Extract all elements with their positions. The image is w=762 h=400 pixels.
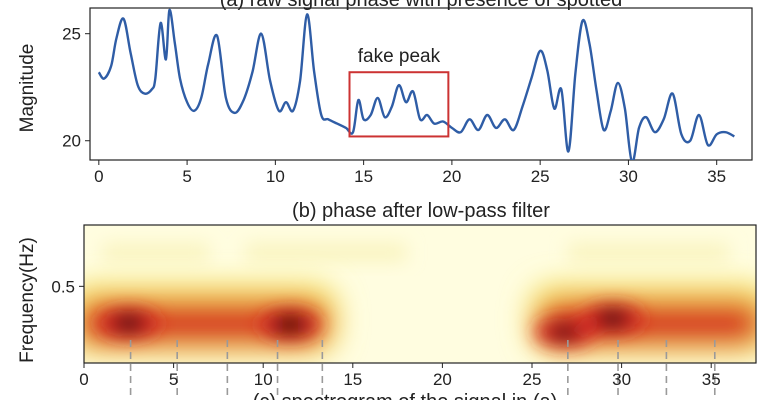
panel-b-xtick-label: 30 [612, 370, 631, 389]
panel-b-xtick-label: 5 [169, 370, 178, 389]
panel-b-guides [129, 340, 716, 400]
heatmap-hotspot-core [595, 309, 630, 328]
panel-b-heatmap [84, 225, 756, 363]
panel-b-frame [83, 224, 757, 364]
heatmap-upper-band-segment [101, 243, 210, 262]
magnitude-series-line [97, 8, 735, 160]
heatmap-upper-band [101, 243, 730, 262]
panel-b-ylabel: Frequency(Hz) [17, 237, 38, 363]
panel-a-title: (a) raw signal phase with presence of sp… [220, 0, 622, 11]
heatmap-hotspot-core [548, 324, 580, 340]
panel-a-xtick-label: 0 [94, 167, 103, 186]
panel-b-xtick-label: 10 [254, 370, 273, 389]
panel-a-xtick-label: 15 [354, 167, 373, 186]
panel-b-title: (b) phase after low-pass filter [292, 200, 550, 222]
panel-a-ytick-label: 20 [62, 132, 81, 151]
heatmap-upper-band-segment [245, 243, 407, 262]
fake-peak-box [348, 71, 450, 138]
panel-b-xtick-label: 35 [702, 370, 721, 389]
panel-a-ytick-label: 25 [62, 25, 81, 44]
panel-a-series [97, 8, 735, 160]
panel-a-ticks: 0 5 10 15 20 25 30 35 20 25 [62, 25, 726, 186]
panel-a-xtick-label: 25 [531, 167, 550, 186]
panel-a-xtick-label: 5 [182, 167, 191, 186]
panel-a-ylabel: Magnitude [17, 44, 38, 133]
fake-peak-label: fake peak [358, 46, 441, 67]
panel-b-xtick-label: 15 [343, 370, 362, 389]
panel-b-ytick-label: 0.5 [51, 277, 75, 296]
panel-b-xtick-label: 25 [523, 370, 542, 389]
panel-b-ticks: 0 5 10 15 20 25 30 35 0.5 [51, 277, 720, 389]
heatmap-hotspots [98, 303, 643, 348]
panel-a-xtick-label: 30 [619, 167, 638, 186]
panel-b-xtick-label: 0 [79, 370, 88, 389]
panel-a-xtick-label: 35 [707, 167, 726, 186]
panel-b-xtick-label: 20 [433, 370, 452, 389]
heatmap-upper-band-segment [567, 243, 730, 262]
heatmap-hotspot-core [111, 314, 146, 332]
panel-c-caption: (c) spectrogram of the signal in (a) [253, 391, 558, 400]
heatmap-hotspot-core [272, 315, 309, 334]
panel-a-frame [89, 7, 753, 161]
panel-a-xtick-label: 20 [442, 167, 461, 186]
panel-a-xtick-label: 10 [266, 167, 285, 186]
